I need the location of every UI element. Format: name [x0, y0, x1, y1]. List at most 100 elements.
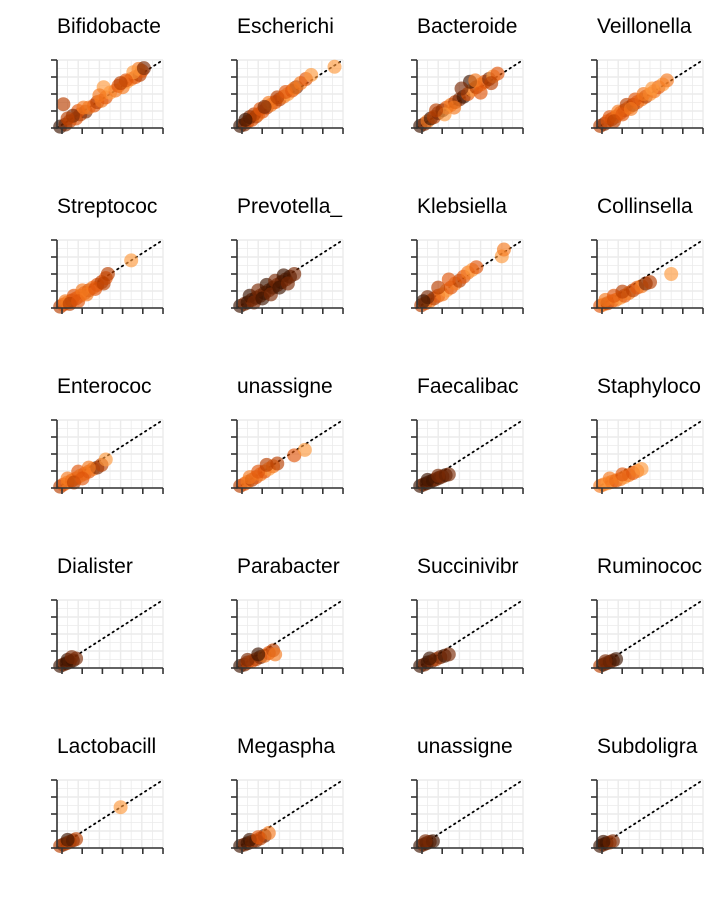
reference-line: [56, 239, 164, 309]
scatter-plot: [411, 59, 524, 134]
scatter-plot: [231, 599, 344, 674]
data-point: [441, 647, 456, 662]
data-point: [441, 272, 456, 287]
reference-line: [236, 419, 344, 489]
facet-title: Collinsella: [597, 195, 693, 218]
data-point: [441, 467, 456, 482]
data-point: [113, 800, 128, 815]
scatter-plot: [591, 599, 704, 674]
scatter-plot: [591, 419, 704, 494]
facet-panel: unassigne: [360, 723, 540, 903]
data-point: [60, 111, 75, 126]
data-point: [98, 452, 113, 467]
scatter-plot: [411, 599, 524, 674]
facet-title: Megaspha: [237, 735, 336, 758]
reference-line: [596, 419, 704, 489]
facet-title: Dialister: [57, 555, 133, 578]
facet-panel: Dialister: [0, 543, 180, 723]
facet-title: unassigne: [417, 735, 513, 758]
reference-line: [416, 779, 524, 849]
data-point: [124, 253, 139, 268]
facet-title: Lactobacill: [57, 735, 157, 758]
facet-title: Parabacter: [237, 555, 340, 578]
data-point: [602, 471, 617, 486]
data-point: [468, 73, 483, 88]
reference-line: [56, 779, 164, 849]
data-point: [615, 467, 630, 482]
scatter-plot: [231, 59, 344, 134]
reference-line: [236, 779, 344, 849]
scatter-plot: [231, 419, 344, 494]
facet-panel: Staphyloco: [540, 363, 720, 543]
facet-title: Subdoligra: [597, 735, 698, 758]
facet-panel: Megaspha: [180, 723, 360, 903]
data-point: [596, 834, 611, 849]
facet-panel: Succinivibr: [360, 543, 540, 723]
reference-line: [56, 599, 164, 669]
reference-line: [236, 599, 344, 669]
scatter-plot: [591, 59, 704, 134]
facet-panel: Bifidobacte: [0, 3, 180, 183]
data-point: [469, 260, 484, 275]
scatter-plot: [51, 59, 164, 134]
data-point: [60, 832, 75, 847]
facet-panel: unassigne: [180, 363, 360, 543]
data-point: [496, 242, 511, 257]
data-point: [623, 101, 638, 116]
scatter-plot: [591, 779, 704, 854]
facet-panel: Klebsiella: [360, 183, 540, 363]
data-point: [664, 267, 679, 281]
data-point: [418, 834, 433, 849]
scatter-plot: [591, 239, 704, 314]
reference-line: [56, 419, 164, 489]
facet-panel: Veillonella: [540, 3, 720, 183]
reference-line: [416, 599, 524, 669]
facet-panel: Parabacter: [180, 543, 360, 723]
data-point: [251, 647, 266, 662]
data-point: [280, 276, 295, 291]
data-point: [598, 654, 613, 669]
reference-line: [596, 779, 704, 849]
data-point: [81, 460, 96, 475]
data-point: [454, 81, 469, 96]
data-point: [473, 85, 488, 100]
facet-title: Bifidobacte: [57, 15, 161, 38]
scatter-plot: [51, 599, 164, 674]
data-point: [484, 76, 499, 91]
data-point: [659, 73, 674, 88]
scatter-plot: [51, 779, 164, 854]
scatter-plot: [51, 419, 164, 494]
data-point: [259, 457, 274, 472]
reference-line: [416, 419, 524, 489]
facet-panel: Streptococ: [0, 183, 180, 363]
reference-line: [236, 59, 344, 129]
facet-title: Succinivibr: [417, 555, 519, 578]
data-point: [240, 652, 255, 667]
facet-panel: Faecalibac: [360, 363, 540, 543]
scatter-plot: [411, 239, 524, 314]
scatter-plot: [411, 419, 524, 494]
data-point: [615, 284, 630, 299]
data-point: [113, 76, 128, 91]
facet-panel: Ruminococ: [540, 543, 720, 723]
scatter-plot: [231, 779, 344, 854]
facet-title: Staphyloco: [597, 375, 701, 398]
facet-title: Streptococ: [57, 195, 158, 218]
data-point: [238, 112, 253, 127]
data-point: [287, 448, 302, 463]
facet-title: Enterococ: [57, 375, 152, 398]
facet-panel: Collinsella: [540, 183, 720, 363]
facet-panel: Prevotella_: [180, 183, 360, 363]
data-point: [96, 276, 111, 291]
scatter-plot: [231, 239, 344, 314]
scatter-plot: [51, 239, 164, 314]
facet-title: unassigne: [237, 375, 333, 398]
facet-title: Klebsiella: [417, 195, 507, 218]
facet-title: Escherichi: [237, 15, 334, 38]
data-point: [64, 650, 79, 665]
facet-title: Prevotella_: [237, 195, 343, 218]
scatter-plot: [411, 779, 524, 854]
facet-title: Faecalibac: [417, 375, 519, 398]
data-point: [136, 61, 151, 76]
